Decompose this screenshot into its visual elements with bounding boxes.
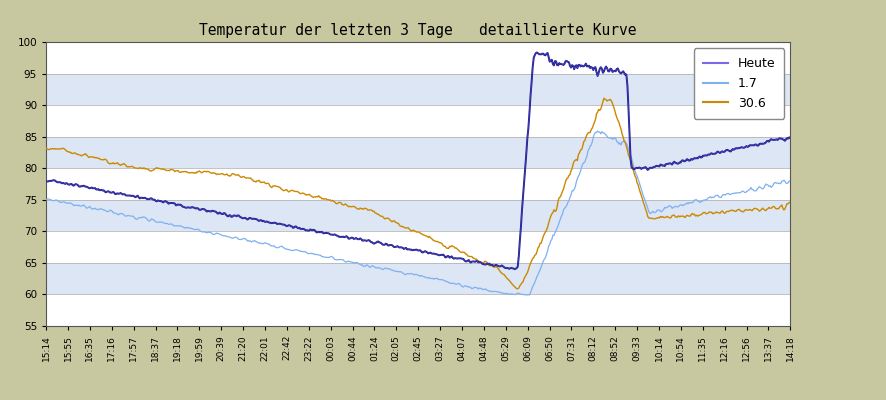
Bar [46,105,790,137]
Bar [46,263,790,294]
Bar [46,231,790,263]
Bar [46,137,790,168]
Bar [46,42,790,74]
Title: Temperatur der letzten 3 Tage   detaillierte Kurve: Temperatur der letzten 3 Tage detaillier… [199,23,637,38]
Bar [46,74,790,105]
Bar [46,294,790,326]
Legend: Heute, 1.7, 30.6: Heute, 1.7, 30.6 [694,48,784,118]
Bar [46,200,790,231]
Bar [46,168,790,200]
